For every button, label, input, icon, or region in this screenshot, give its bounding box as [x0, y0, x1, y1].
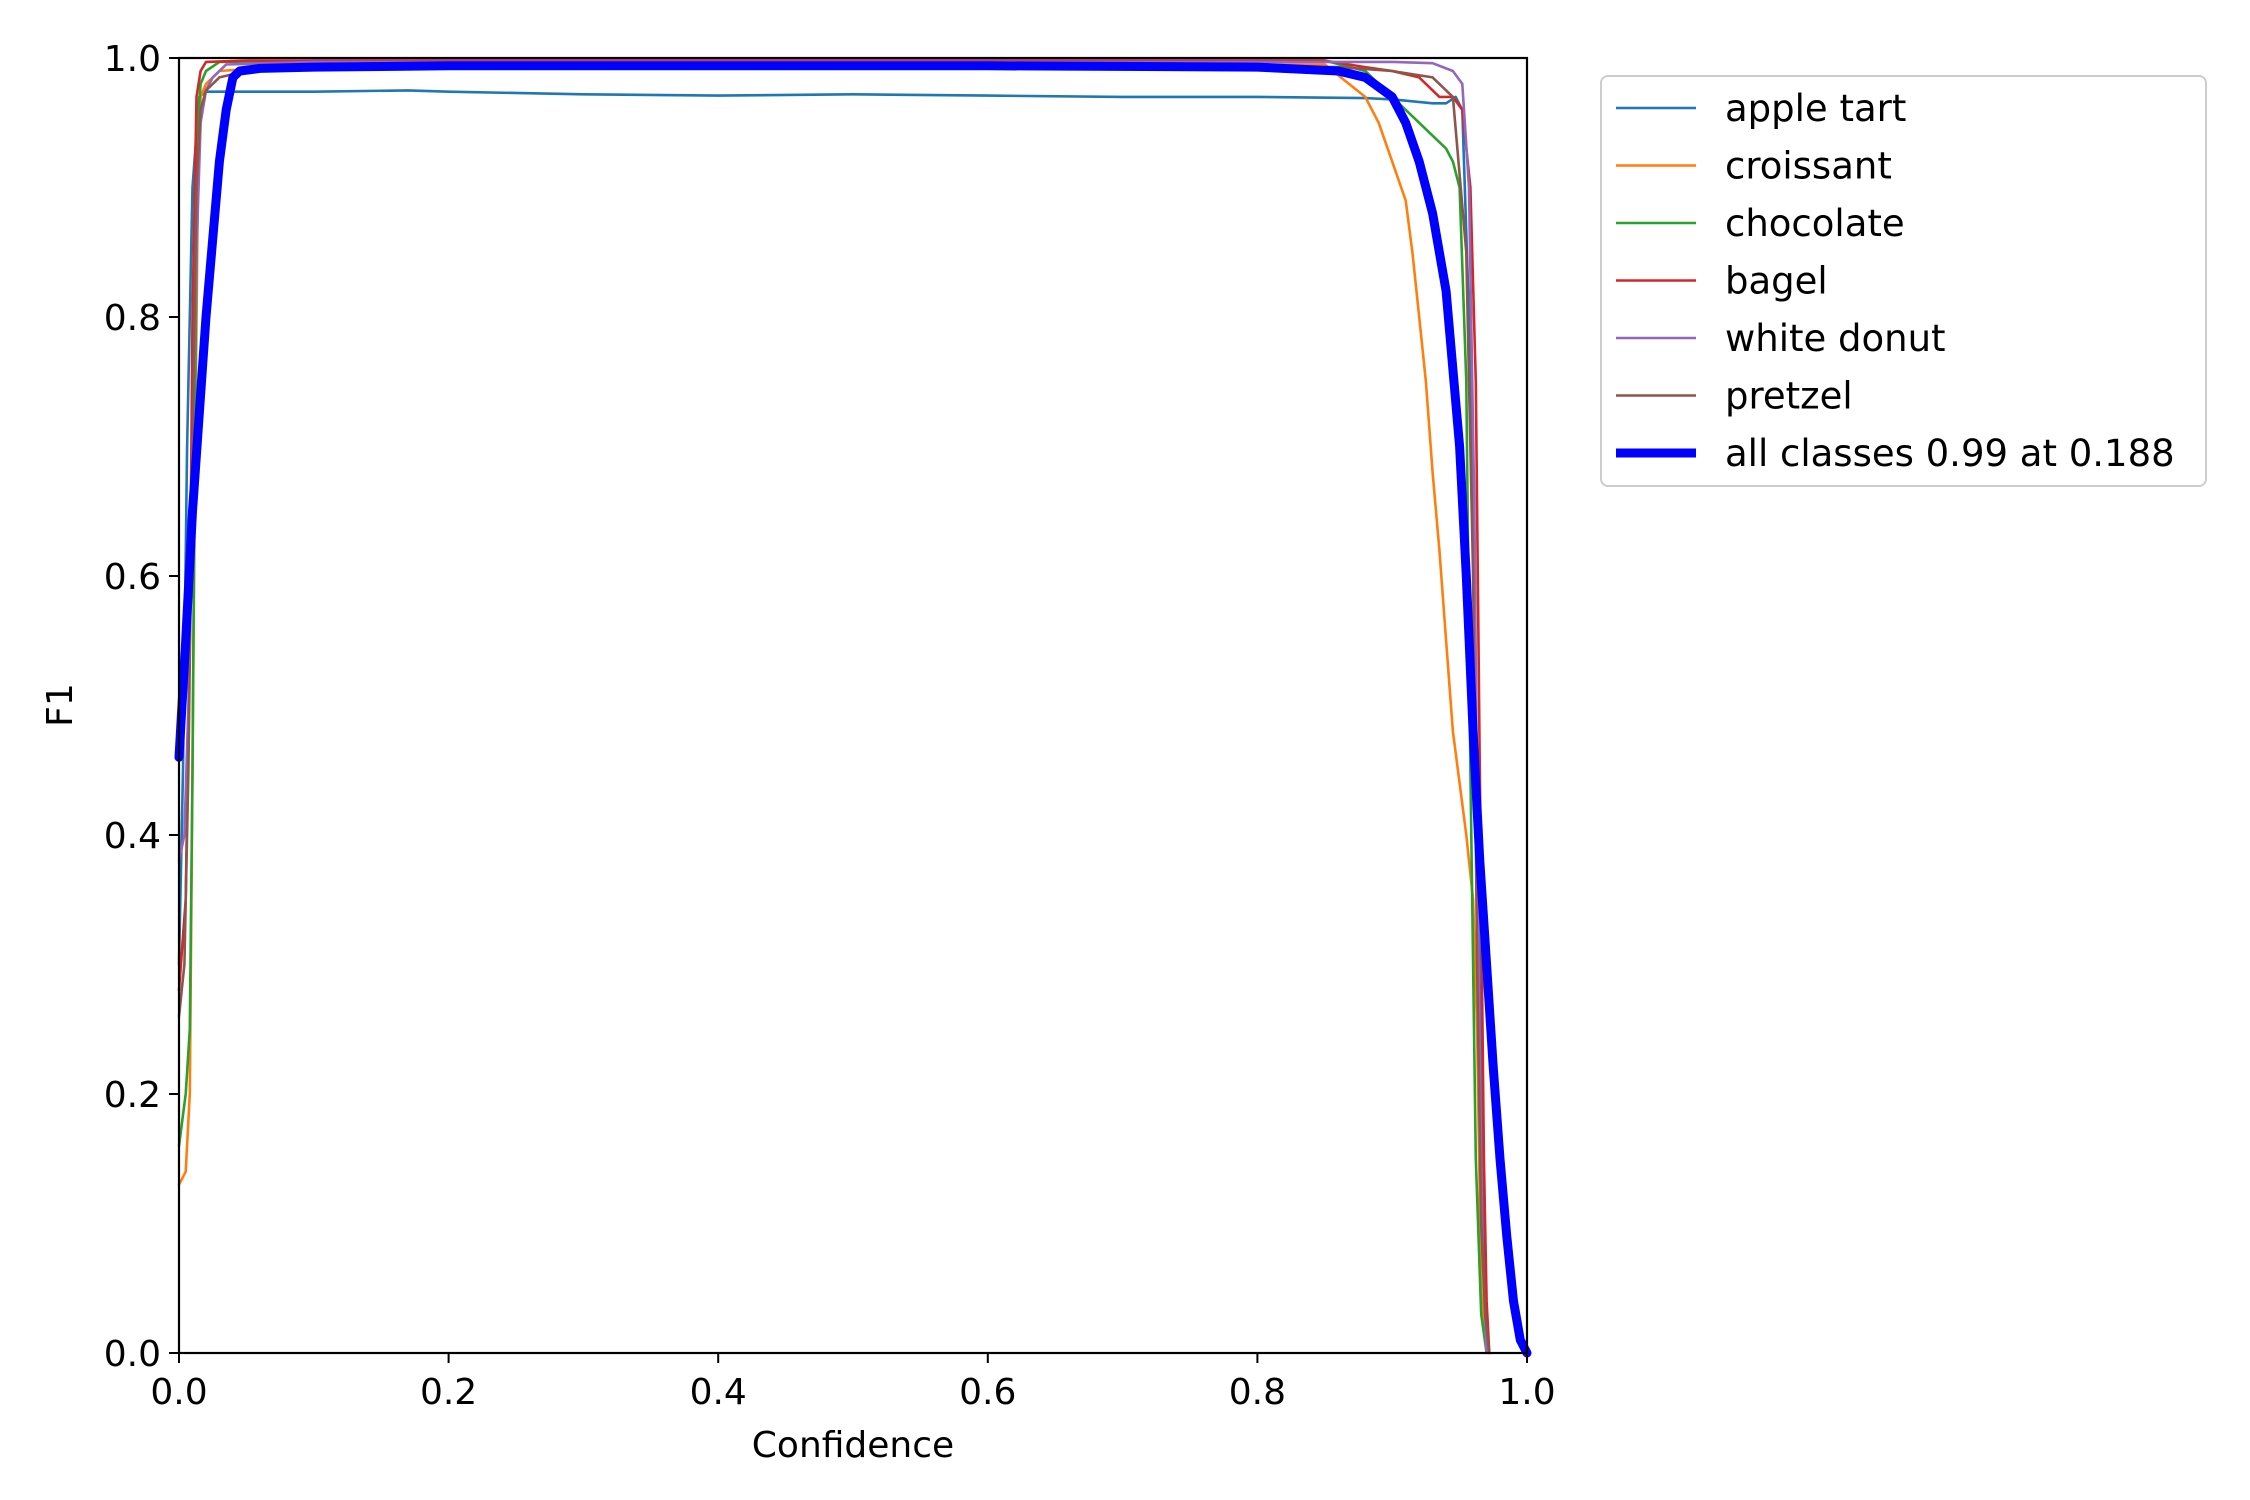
y-tick-label: 0.0	[104, 1334, 161, 1375]
legend-label-2: chocolate	[1725, 202, 1905, 245]
ticks-layer: 0.0 0.2 0.4 0.6 0.8 1.0 0.0 0.2 0.4 0.6 0.8 1.0	[104, 39, 1556, 1413]
y-tick-label: 0.2	[104, 1075, 161, 1116]
x-tick-label: 0.2	[420, 1372, 477, 1413]
legend-label-0: apple tart	[1725, 87, 1906, 130]
x-tick-label: 0.4	[690, 1372, 747, 1413]
series-line-3	[177, 59, 1491, 1355]
x-tick-label: 0.6	[959, 1372, 1016, 1413]
x-axis-title: Confidence	[752, 1425, 954, 1466]
y-axis-title: F1	[40, 683, 81, 727]
plot-area	[179, 58, 1527, 1353]
plot-frame	[177, 56, 1529, 1355]
y-tick-label: 1.0	[104, 39, 161, 80]
series-layer	[174, 59, 1532, 1358]
legend-label-1: croissant	[1725, 145, 1892, 188]
x-tick-label: 0.8	[1229, 1372, 1286, 1413]
y-tick-label: 0.4	[104, 816, 161, 857]
legend: apple tart croissant chocolate bagel white d…	[1600, 75, 2207, 487]
legend-frame	[1600, 75, 2207, 487]
legend-label-4: white donut	[1725, 317, 1946, 360]
legend-label-6: all classes 0.99 at 0.188	[1725, 432, 2175, 475]
legend-label-5: pretzel	[1725, 375, 1853, 418]
x-tick-label: 0.0	[150, 1372, 207, 1413]
legend-label-3: bagel	[1725, 260, 1828, 303]
series-line-6	[174, 61, 1532, 1358]
y-tick-label: 0.8	[104, 298, 161, 339]
y-tick-label: 0.6	[104, 557, 161, 598]
x-tick-label: 1.0	[1498, 1372, 1555, 1413]
